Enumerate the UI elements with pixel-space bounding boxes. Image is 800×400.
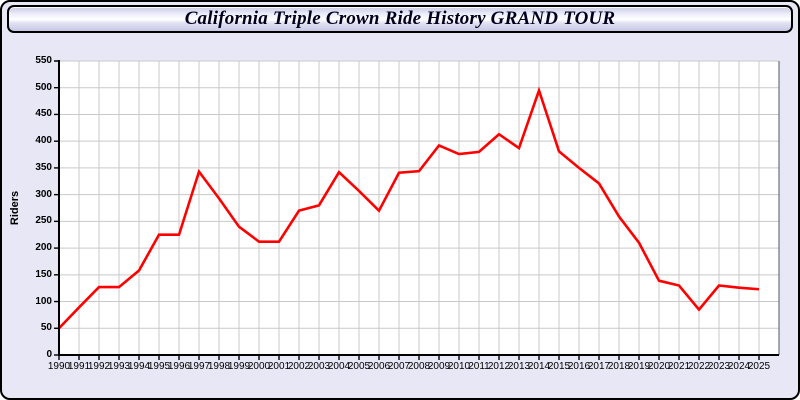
title-bar: California Triple Crown Ride History GRA…	[7, 5, 793, 33]
line-chart	[54, 60, 780, 360]
x-tick-label: 1993	[107, 361, 131, 372]
y-tick-label: 200	[35, 242, 52, 254]
x-tick-label: 1990	[47, 361, 71, 372]
y-tick-label: 400	[35, 135, 52, 147]
x-tick-label: 2014	[527, 361, 551, 372]
x-tick-label: 2000	[247, 361, 271, 372]
x-tick-label: 2019	[627, 361, 651, 372]
y-tick-label: 350	[35, 161, 52, 173]
x-tick-label: 2002	[287, 361, 311, 372]
x-tick-label: 2024	[727, 361, 751, 372]
x-tick-label: 2008	[407, 361, 431, 372]
x-tick-label: 1992	[87, 361, 111, 372]
y-tick-label: 250	[35, 215, 52, 227]
y-tick-label: 50	[40, 322, 52, 334]
y-tick-label: 450	[35, 108, 52, 120]
y-tick-label: 300	[35, 188, 52, 200]
x-tick-label: 1996	[167, 361, 191, 372]
x-tick-label: 2010	[447, 361, 471, 372]
x-tick-label: 2022	[687, 361, 711, 372]
x-tick-label: 2020	[647, 361, 671, 372]
x-tick-label: 2013	[507, 361, 531, 372]
chart-title: California Triple Crown Ride History GRA…	[184, 8, 616, 29]
y-tick-label: 550	[35, 55, 52, 66]
x-tick-label: 2005	[347, 361, 371, 372]
x-tick-label: 1999	[227, 361, 251, 372]
x-tick-label: 2004	[327, 361, 351, 372]
x-tick-label: 1995	[147, 361, 171, 372]
y-tick-label: 500	[35, 81, 52, 93]
x-tick-label: 2025	[747, 361, 771, 372]
x-tick-label: 2006	[367, 361, 391, 372]
x-tick-label: 2007	[387, 361, 411, 372]
x-tick-label: 2023	[707, 361, 731, 372]
x-tick-label: 1998	[207, 361, 231, 372]
x-tick-label: 1991	[67, 361, 91, 372]
x-tick-label: 2011	[468, 361, 490, 372]
y-tick-label: 150	[35, 268, 52, 280]
x-tick-label: 2003	[307, 361, 331, 372]
x-tick-label: 2015	[547, 361, 571, 372]
x-tick-label: 2017	[587, 361, 611, 372]
x-tick-label: 1994	[127, 361, 151, 372]
x-tick-label: 2001	[267, 361, 291, 372]
x-tick-label: 2012	[487, 361, 511, 372]
x-tick-label: 2009	[427, 361, 451, 372]
x-tick-label: 2018	[607, 361, 631, 372]
x-tick-label: 2016	[567, 361, 591, 372]
y-tick-label: 0	[46, 349, 52, 360]
x-tick-label: 1997	[187, 361, 211, 372]
y-tick-label: 100	[35, 295, 52, 307]
x-tick-label: 2021	[667, 361, 691, 372]
